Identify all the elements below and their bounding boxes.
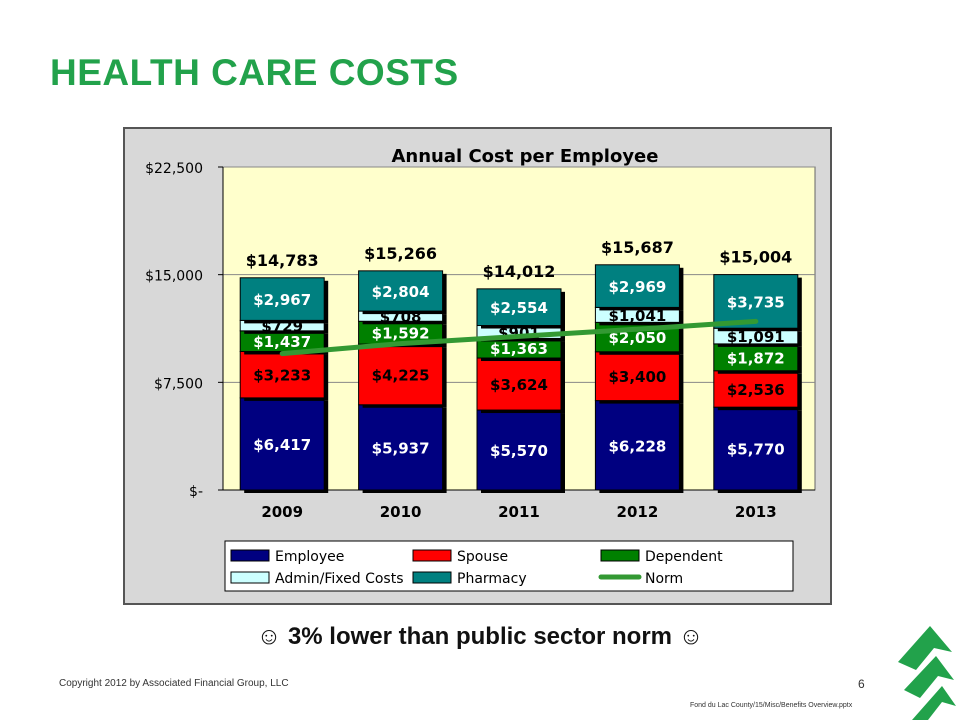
smiley-icon: ☺ (256, 623, 282, 650)
y-tick-label: $22,500 (145, 161, 203, 177)
segment-label: $2,967 (253, 291, 311, 309)
bar-segment (594, 264, 680, 308)
legend-label: Spouse (457, 549, 508, 565)
segment-label: $1,041 (608, 307, 666, 325)
bar-segment (476, 288, 562, 327)
bar-segment (358, 270, 444, 312)
company-logo-icon (898, 626, 956, 720)
bar-segment (239, 397, 325, 491)
segment-label: $3,400 (608, 368, 666, 386)
legend-swatch (230, 549, 270, 562)
callout-text: 3% lower than public sector norm (287, 623, 673, 650)
y-tick-label: $- (189, 484, 203, 500)
total-label: $14,012 (483, 262, 556, 281)
segment-label: $5,570 (490, 442, 548, 460)
segment-label: $6,228 (608, 437, 666, 455)
chart-title: Annual Cost per Employee (392, 146, 659, 167)
total-label: $15,004 (719, 248, 792, 267)
legend-label: Norm (645, 571, 683, 587)
legend-label: Dependent (645, 549, 723, 565)
legend (224, 540, 794, 592)
chart-frame: Annual Cost per Employee $- $7,500 $15,000… (123, 127, 832, 605)
segment-label: $1,872 (727, 349, 785, 367)
total-label: $15,266 (364, 244, 437, 263)
bar-segment (239, 277, 325, 321)
segment-label: $5,770 (727, 441, 785, 459)
segment-label: $1,437 (253, 333, 311, 351)
segment-label: $3,735 (727, 293, 785, 311)
segment-label: $5,937 (372, 439, 430, 457)
legend-swatch (412, 549, 452, 562)
copyright: Copyright 2012 by Associated Financial G… (59, 678, 289, 689)
bar-segment (713, 406, 799, 491)
bar-segment (476, 409, 562, 491)
segment-label: $2,554 (490, 299, 548, 317)
legend-swatch (600, 549, 640, 562)
segment-label: $1,091 (727, 328, 785, 346)
y-tick-label: $7,500 (154, 376, 203, 392)
legend-label: Admin/Fixed Costs (275, 571, 403, 587)
x-tick-label: 2013 (735, 503, 777, 521)
bar-segment (713, 370, 799, 408)
total-label: $15,687 (601, 238, 674, 257)
total-label: $14,783 (246, 251, 319, 270)
bar-segment (358, 343, 444, 406)
slide-title: HEALTH CARE COSTS (50, 52, 459, 93)
x-tick-label: 2011 (498, 503, 540, 521)
bar-segment (239, 350, 325, 399)
segment-label: $3,624 (490, 376, 548, 394)
segment-label: $2,050 (608, 329, 666, 347)
x-tick-label: 2012 (617, 503, 659, 521)
segment-label: $2,536 (727, 381, 785, 399)
segment-label: $1,592 (372, 325, 430, 343)
segment-label: $2,804 (372, 283, 430, 301)
smiley-icon: ☺ (678, 623, 704, 650)
segment-label: $3,233 (253, 367, 311, 385)
norm-line (279, 318, 759, 357)
x-tick-label: 2010 (380, 503, 422, 521)
segment-label: $6,417 (253, 436, 311, 454)
bar-segment (476, 357, 562, 411)
file-path: Fond du Lac County/15/Misc/Benefits Over… (690, 702, 853, 709)
y-tick-label: $15,000 (145, 269, 203, 285)
legend-label: Employee (275, 549, 344, 565)
legend-swatch (230, 571, 270, 584)
page-number: 6 (858, 677, 865, 691)
x-tick-label: 2009 (261, 503, 303, 521)
legend-label: Pharmacy (457, 571, 527, 587)
bar-segment (594, 351, 680, 402)
bar-segment (713, 343, 799, 372)
callout: ☺ 3% lower than public sector norm ☺ (0, 623, 960, 651)
legend-swatch (412, 571, 452, 584)
segment-label: $4,225 (372, 366, 430, 384)
cost-chart: Annual Cost per Employee $- $7,500 $15,000… (145, 146, 816, 592)
segment-label: $1,363 (490, 340, 548, 358)
bar-segment (594, 400, 680, 491)
segment-label: $2,969 (608, 278, 666, 296)
